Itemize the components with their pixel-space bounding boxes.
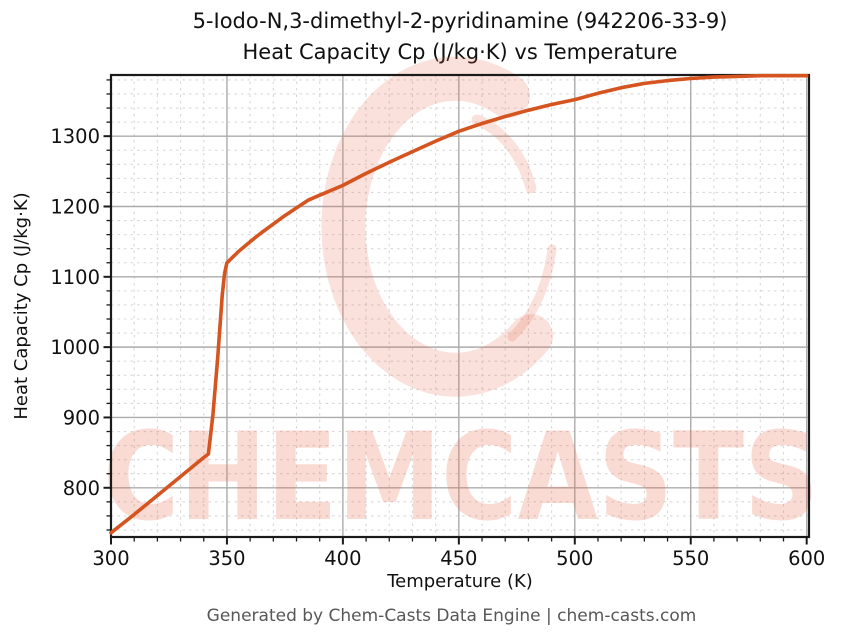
y-tick-label: 900 xyxy=(63,406,100,429)
watermark-c-highlight xyxy=(471,114,537,194)
watermark-c-tail xyxy=(507,244,557,342)
y-tick-label: 1000 xyxy=(50,336,100,359)
x-tick-label: 500 xyxy=(556,547,593,570)
x-tick-label: 300 xyxy=(92,547,129,570)
x-axis-label: Temperature (K) xyxy=(387,571,533,592)
grid-layer xyxy=(111,75,809,537)
chart-title-line1: 5-Iodo-N,3-dimethyl-2-pyridinamine (9422… xyxy=(192,9,728,33)
y-tick-label: 800 xyxy=(63,477,100,500)
chart-title-line2: Heat Capacity Cp (J/kg·K) vs Temperature xyxy=(242,40,678,64)
x-tick-label: 450 xyxy=(440,547,477,570)
y-tick-label: 1300 xyxy=(50,125,100,148)
x-tick-label: 600 xyxy=(788,547,825,570)
data-line xyxy=(109,73,809,535)
plot-frame xyxy=(109,73,811,539)
plot-layer: 300 350 400 450 500 550 600 800 900 1000 1100 1200 1… xyxy=(50,73,825,570)
watermark-c-stroke xyxy=(321,56,553,397)
chart-title: 5-Iodo-N,3-dimethyl-2-pyridinamine (9422… xyxy=(111,6,809,68)
watermark-logo xyxy=(321,56,557,397)
footer-attribution: Generated by Chem-Casts Data Engine | ch… xyxy=(206,606,697,626)
x-tick-label: 400 xyxy=(324,547,361,570)
x-tick-label: 550 xyxy=(672,547,709,570)
y-tick-label: 1100 xyxy=(50,266,100,289)
y-tick-label: 1200 xyxy=(50,195,100,218)
x-tick-label: 350 xyxy=(208,547,245,570)
watermark-text: CHEMCASTS xyxy=(103,407,819,548)
